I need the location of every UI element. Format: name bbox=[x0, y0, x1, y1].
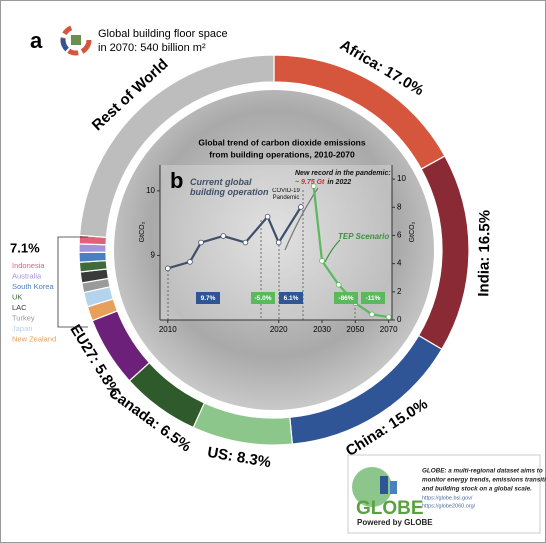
value-box-label: -11% bbox=[366, 295, 381, 302]
line-chart: 9 10 0 2 4 6 8 10 2010 2020 2030 2050 2070 GtCO₂ GtCO₂… bbox=[139, 165, 416, 334]
powered-by: Powered by GLOBE bbox=[357, 518, 433, 527]
covid-note-text: COVID-19 Pandemic bbox=[272, 188, 300, 201]
small-region-label: UK bbox=[12, 292, 22, 301]
description: GLOBE: a multi-regional dataset aims to bbox=[422, 468, 543, 475]
background-disc bbox=[114, 90, 434, 410]
value-box-label: 6.1% bbox=[284, 295, 299, 302]
header-icon bbox=[60, 24, 92, 56]
description: and building stock on a global scale. bbox=[422, 486, 532, 493]
x2-tick-label: 2030 bbox=[313, 325, 331, 334]
link: https://globe2060.org/ bbox=[422, 503, 476, 509]
series-point bbox=[242, 239, 249, 246]
record-rest: in 2022 bbox=[327, 179, 351, 186]
series-point bbox=[164, 265, 171, 272]
panel-label: b bbox=[170, 168, 183, 193]
series-label-text: Current global building operation bbox=[190, 178, 269, 197]
covid-note: COVID-19 Pandemic bbox=[272, 188, 300, 201]
series-point bbox=[264, 213, 271, 220]
series-point bbox=[385, 314, 392, 320]
y2-tick-label: 10 bbox=[397, 174, 406, 183]
y2-tick-label: 2 bbox=[397, 287, 402, 296]
y-axis-label: GtCO₂ bbox=[139, 221, 146, 242]
logo-text: GLOBE bbox=[356, 498, 424, 519]
series-point bbox=[187, 259, 193, 265]
small-region-label: Japan bbox=[12, 324, 32, 333]
series-label: Current global building operation bbox=[190, 178, 269, 197]
series-point bbox=[369, 311, 375, 318]
x-tick-label: 2020 bbox=[270, 325, 288, 334]
y2-tick-label: 8 bbox=[397, 202, 402, 211]
donut-slice bbox=[78, 54, 275, 238]
series-label: TEP Scenario bbox=[338, 232, 389, 241]
header-text: in 2070: 540 billion m² bbox=[98, 42, 206, 54]
series-point bbox=[335, 281, 342, 288]
small-region-label: Indonesia bbox=[12, 261, 45, 270]
slice-label: India: 16.5% bbox=[475, 210, 493, 297]
small-region-label: LAC bbox=[12, 303, 27, 312]
series-point bbox=[298, 204, 304, 210]
value-box bbox=[196, 292, 220, 304]
record-note: ~ 9.75 Gt in 2022 bbox=[295, 179, 351, 186]
y-tick-label: 9 bbox=[151, 251, 156, 260]
value-box-label: 9.7% bbox=[201, 295, 216, 302]
chart-title: Global trend of carbon dioxide emissions bbox=[198, 137, 365, 147]
series-line bbox=[167, 206, 302, 270]
small-region-label: Turkey bbox=[12, 313, 35, 322]
description: monitor energy trends, emissions transit… bbox=[422, 477, 546, 484]
series-point bbox=[275, 239, 282, 246]
y2-axis-label: GtCO₂ bbox=[409, 221, 416, 242]
y2-tick-label: 6 bbox=[397, 231, 402, 240]
series-point bbox=[319, 258, 325, 264]
value-box-label: -5.0% bbox=[255, 295, 272, 302]
header-text: Global building floor space bbox=[98, 28, 228, 40]
small-region-label: New Zealand bbox=[12, 334, 56, 343]
panel-label: a bbox=[30, 28, 43, 53]
small-region-label: Australia bbox=[12, 271, 42, 280]
value-box-label: -86% bbox=[338, 295, 353, 302]
value-box bbox=[279, 292, 303, 304]
donut-slice bbox=[78, 251, 107, 263]
series-point bbox=[220, 233, 227, 239]
series-point bbox=[198, 239, 204, 246]
small-region-label: South Korea bbox=[12, 282, 55, 291]
value-box bbox=[361, 292, 385, 304]
value-box bbox=[334, 292, 358, 304]
chart-title: from building operations, 2010-2070 bbox=[209, 149, 355, 159]
group-total-label: 7.1% bbox=[10, 240, 40, 255]
bracket bbox=[57, 236, 88, 328]
x2-tick-label: 2070 bbox=[380, 325, 398, 334]
link: https://globe.bsi.gov/ bbox=[422, 495, 473, 501]
x2-tick-label: 2050 bbox=[346, 325, 364, 334]
record-highlight: ~ 9.75 Gt bbox=[295, 179, 325, 186]
record-note: New record in the pandemic: bbox=[295, 170, 391, 177]
series-point bbox=[310, 183, 317, 189]
y-tick-label: 10 bbox=[146, 186, 155, 195]
value-box bbox=[251, 292, 275, 304]
globe-logo bbox=[352, 467, 397, 507]
x-tick-label: 2010 bbox=[159, 325, 177, 334]
y2-tick-label: 0 bbox=[397, 315, 402, 324]
y2-tick-label: 4 bbox=[397, 259, 402, 268]
